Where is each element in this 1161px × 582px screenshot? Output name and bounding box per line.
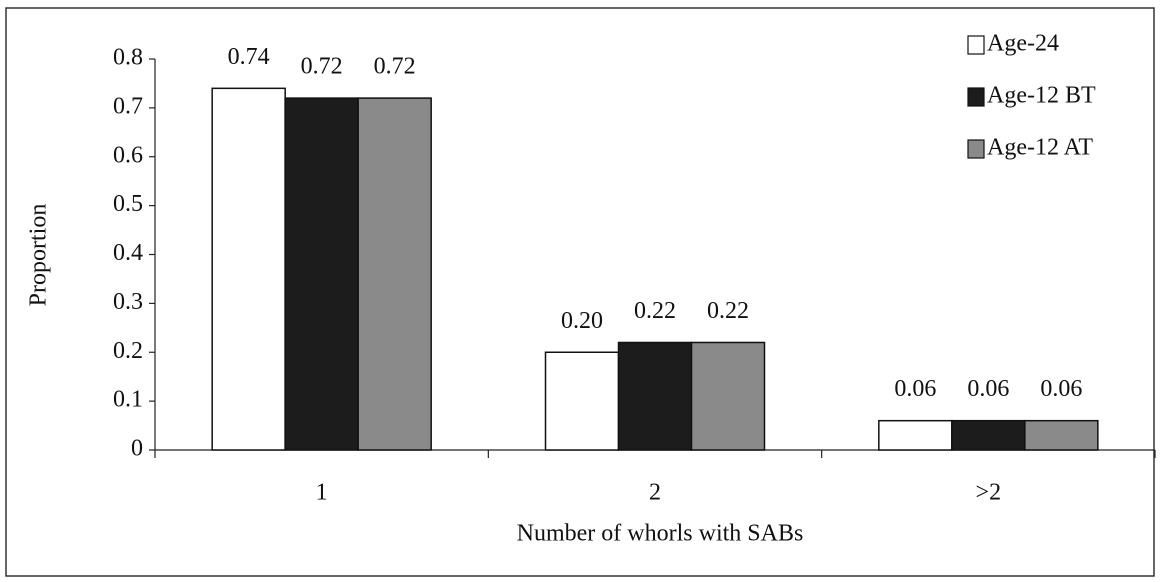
bar (878, 419, 953, 451)
x-axis-label: Number of whorls with SABs (517, 521, 804, 547)
bar (690, 341, 766, 451)
value-label: 0.72 (301, 54, 343, 80)
bar (1024, 419, 1099, 451)
bar (211, 87, 286, 451)
value-label: 0.22 (707, 298, 749, 324)
y-tick-label: 0.8 (113, 45, 143, 71)
y-tick-label: 0.5 (113, 191, 143, 217)
x-tick-label: 2 (649, 480, 661, 506)
value-label: 0.22 (634, 298, 676, 324)
bar (544, 351, 620, 451)
legend-swatch (967, 35, 985, 55)
bar (284, 97, 359, 451)
x-tick-label: >2 (976, 480, 1002, 506)
legend-label: Age-12 AT (987, 135, 1093, 161)
x-tick-label: 1 (316, 480, 328, 506)
y-tick-label: 0.2 (113, 338, 143, 364)
bar (951, 419, 1026, 451)
legend-swatch (967, 87, 985, 107)
y-tick-label: 0.1 (113, 387, 143, 413)
value-label: 0.74 (228, 44, 270, 70)
value-label: 0.06 (1040, 376, 1082, 402)
frame (5, 7, 1155, 577)
value-label: 0.20 (561, 308, 603, 334)
value-label: 0.72 (374, 54, 416, 80)
y-tick-label: 0.4 (113, 240, 143, 266)
legend-label: Age-24 (987, 31, 1059, 57)
legend-label: Age-12 BT (987, 83, 1096, 109)
value-label: 0.06 (894, 376, 936, 402)
y-tick-label: 0.3 (113, 289, 143, 315)
y-tick-label: 0.6 (113, 142, 143, 168)
y-axis-label: Proportion (26, 204, 52, 307)
y-tick-label: 0.7 (113, 93, 143, 119)
value-label: 0.06 (967, 376, 1009, 402)
bar (357, 97, 432, 451)
y-tick-label: 0 (131, 436, 143, 462)
bar (617, 341, 693, 451)
legend-swatch (967, 139, 985, 159)
